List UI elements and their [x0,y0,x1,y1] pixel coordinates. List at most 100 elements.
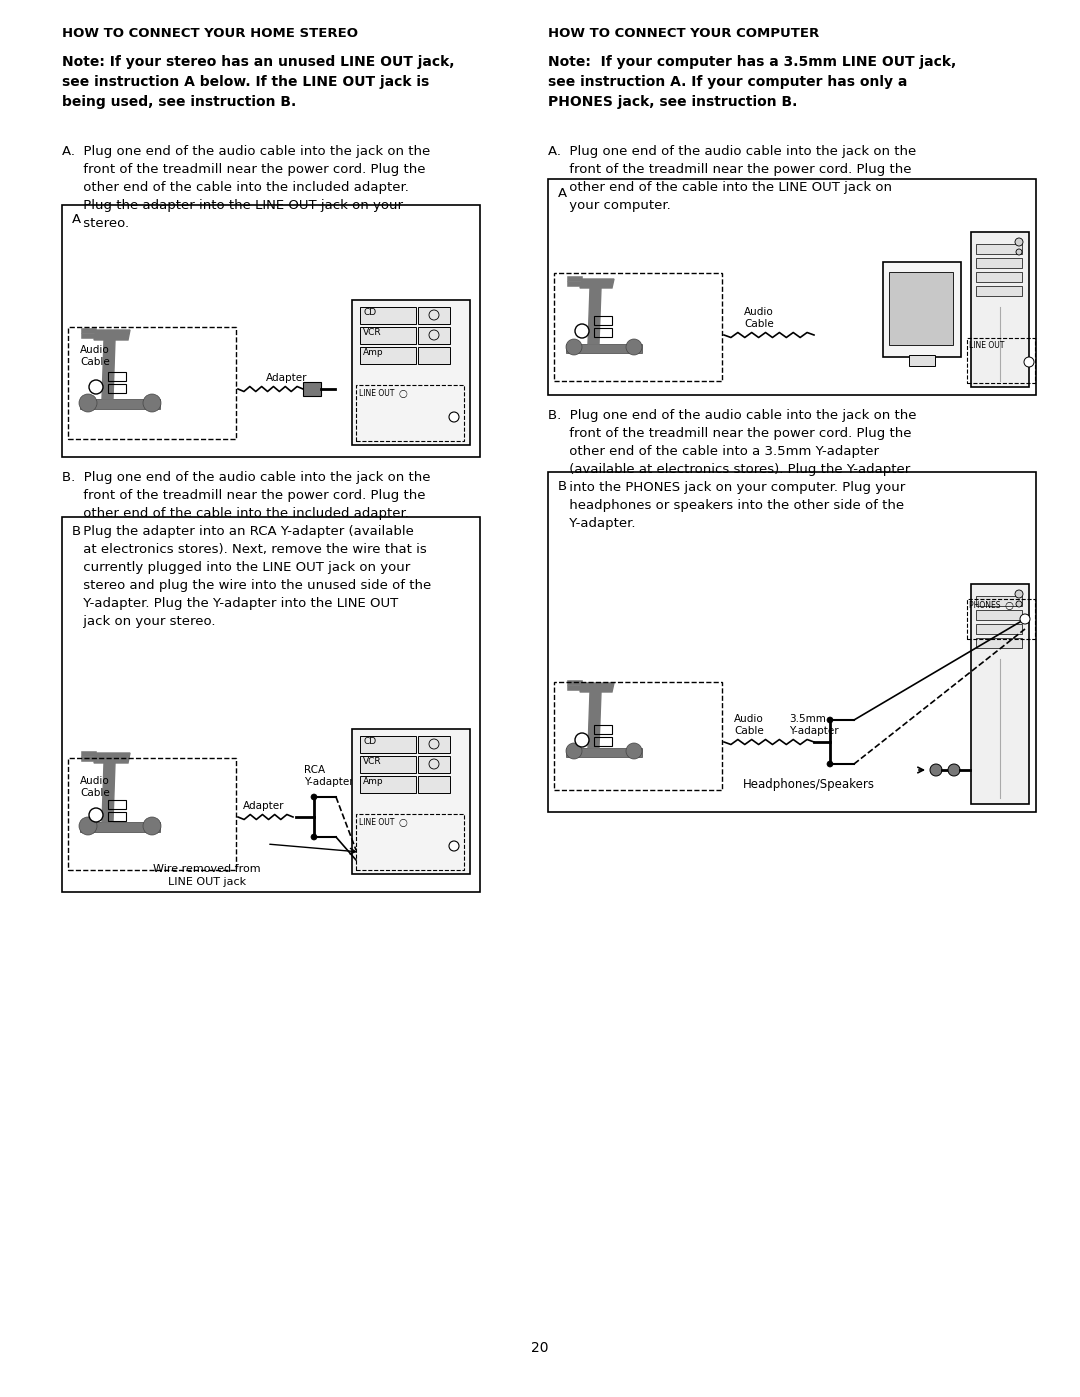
Bar [68,327,237,439]
Bar [971,584,1029,805]
Bar [360,346,416,365]
Circle shape [1015,237,1023,246]
Bar [356,386,464,441]
Bar [971,232,1029,387]
Text: B.  Plug one end of the audio cable into the jack on the
     front of the tread: B. Plug one end of the audio cable into … [548,409,917,529]
Bar [976,258,1022,268]
Circle shape [1024,358,1034,367]
Circle shape [930,764,942,775]
Text: A: A [72,212,81,226]
Bar [554,682,723,789]
Circle shape [1015,590,1023,598]
Circle shape [948,764,960,775]
Text: VCR: VCR [363,328,381,337]
Bar [909,355,935,366]
Circle shape [566,339,582,355]
Circle shape [1016,249,1022,256]
Text: Audio
Cable: Audio Cable [744,306,773,330]
Text: A: A [558,187,567,200]
Bar [548,179,1036,395]
Circle shape [143,817,161,835]
Bar [303,381,321,395]
Bar [352,300,470,446]
Circle shape [429,739,438,749]
Bar [976,244,1022,254]
Circle shape [626,743,642,759]
Bar [108,800,126,809]
Bar [360,307,416,324]
Circle shape [827,717,833,724]
Text: CD: CD [363,307,376,317]
Bar [418,307,450,324]
Circle shape [311,793,318,800]
Text: B.  Plug one end of the audio cable into the jack on the
     front of the tread: B. Plug one end of the audio cable into … [62,471,431,629]
Bar [418,346,450,365]
Text: Note: If your stereo has an unused LINE OUT jack,
see instruction A below. If th: Note: If your stereo has an unused LINE … [62,54,455,109]
Text: VCR: VCR [363,757,381,766]
Text: A.  Plug one end of the audio cable into the jack on the
     front of the tread: A. Plug one end of the audio cable into … [548,145,916,212]
Text: Audio
Cable: Audio Cable [80,775,110,799]
Bar [889,272,953,345]
Text: A.  Plug one end of the audio cable into the jack on the
     front of the tread: A. Plug one end of the audio cable into … [62,145,430,231]
Bar [352,729,470,875]
Text: HOW TO CONNECT YOUR HOME STEREO: HOW TO CONNECT YOUR HOME STEREO [62,27,357,41]
Bar [883,263,961,358]
Circle shape [79,394,97,412]
Text: Amp: Amp [363,348,383,358]
Circle shape [575,733,589,747]
Bar [594,328,612,337]
Text: LINE OUT: LINE OUT [969,341,1004,351]
Bar [356,814,464,870]
Bar [418,736,450,753]
Text: RCA
Y-adapter: RCA Y-adapter [303,764,353,787]
Circle shape [449,412,459,422]
Bar [594,725,612,733]
Bar [976,272,1022,282]
Circle shape [429,310,438,320]
Bar [68,759,237,870]
Bar [967,599,1035,638]
Bar [976,286,1022,296]
Bar [554,272,723,381]
Bar [62,205,480,457]
Bar [108,812,126,821]
Circle shape [827,761,833,767]
Polygon shape [102,339,114,400]
Bar [967,338,1035,383]
Text: Adapter: Adapter [266,373,308,383]
Text: Amp: Amp [363,777,383,787]
Circle shape [1016,601,1022,608]
Text: B: B [558,481,567,493]
Bar [360,736,416,753]
Bar [418,327,450,344]
Bar [360,775,416,793]
Text: HOW TO CONNECT YOUR COMPUTER: HOW TO CONNECT YOUR COMPUTER [548,27,820,41]
Circle shape [89,807,103,821]
Text: 20: 20 [531,1341,549,1355]
Polygon shape [580,279,615,288]
Bar [594,316,612,326]
Text: Audio
Cable: Audio Cable [734,714,764,736]
Polygon shape [588,692,600,747]
Text: B: B [72,525,81,538]
Circle shape [449,841,459,851]
Bar [976,610,1022,620]
Text: PHONES  ◯: PHONES ◯ [969,601,1014,610]
Circle shape [429,759,438,768]
Text: Note:  If your computer has a 3.5mm LINE OUT jack,
see instruction A. If your co: Note: If your computer has a 3.5mm LINE … [548,54,956,109]
Bar [548,472,1036,812]
Polygon shape [94,330,130,339]
Bar [80,400,160,409]
Text: CD: CD [363,738,376,746]
Bar [108,384,126,393]
Polygon shape [580,683,615,692]
Circle shape [575,324,589,338]
Bar [976,624,1022,634]
Bar [418,756,450,773]
Circle shape [429,330,438,339]
Text: Wire removed from
LINE OUT jack: Wire removed from LINE OUT jack [153,863,260,887]
Bar [360,756,416,773]
Polygon shape [94,753,130,763]
Bar [976,597,1022,606]
Text: Headphones/Speakers: Headphones/Speakers [743,778,875,791]
